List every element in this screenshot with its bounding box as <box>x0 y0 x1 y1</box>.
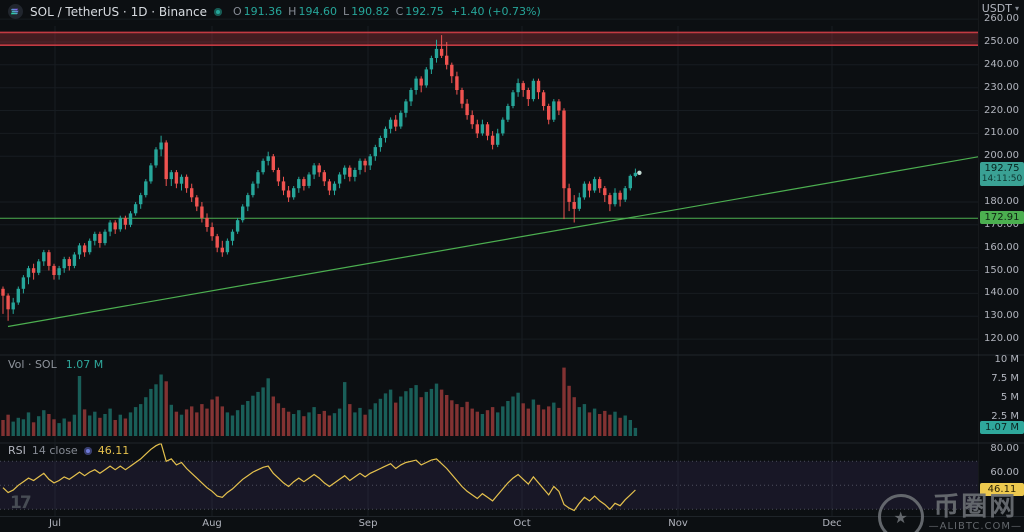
rsi-badge: 46.11 <box>980 482 1024 496</box>
price-tick-label: 180.00 <box>984 195 1019 207</box>
price-badge: 192.75 14:11:50 <box>980 161 1024 186</box>
rsi-tick-label: 80.00 <box>990 443 1019 455</box>
rsi-params: 14 close <box>31 444 78 457</box>
price-tick-label: 140.00 <box>984 287 1019 299</box>
price-tick-label: 150.00 <box>984 264 1019 276</box>
ohlc-close-label: C <box>395 5 404 18</box>
price-tick-label: 230.00 <box>984 81 1019 93</box>
ohlc-low-label: L <box>342 5 350 18</box>
rsi-label[interactable]: RSI <box>8 444 26 457</box>
time-tick-label: Jul <box>48 518 62 529</box>
price-tick-label: 240.00 <box>984 58 1019 70</box>
ohlc-low-value: 190.82 <box>351 5 390 18</box>
watermark: ★ 币圈网 —ALIBTC.COM— <box>877 490 1022 532</box>
volume-value: 1.07 M <box>65 358 104 371</box>
ohlc-close-value: 192.75 <box>405 5 444 18</box>
rsi-value: 46.11 <box>97 444 130 457</box>
time-tick-label: Sep <box>358 518 378 529</box>
time-tick-label: Oct <box>513 518 531 529</box>
volume-legend[interactable]: Vol · SOL 1.07 M <box>8 358 103 371</box>
price-tick-label: 160.00 <box>984 241 1019 253</box>
ohlc-open-label: O <box>233 5 242 18</box>
time-tick-label: Aug <box>202 518 222 529</box>
watermark-site-text: —ALIBTC.COM— <box>928 521 1022 532</box>
chevron-down-icon: ▾ <box>1014 4 1019 13</box>
rsi-legend[interactable]: RSI 14 close 46.11 <box>8 444 129 457</box>
volume-tick-label: 10 M <box>994 354 1019 365</box>
ohlc-high-label: H <box>288 5 297 18</box>
symbol-title[interactable]: SOL / TetherUS · 1D · Binance <box>30 4 207 19</box>
volume-tick-label: 7.5 M <box>991 373 1019 384</box>
rsi-status-icon[interactable] <box>83 446 92 455</box>
volume-tick-label: 5 M <box>1000 392 1019 403</box>
price-change: +1.40 (+0.73%) <box>450 5 541 18</box>
ohlc-values: O 191.36 H 194.60 L 190.82 C 192.75 <box>233 5 444 18</box>
price-axis[interactable]: 192.75 14:11:50 172.91 1.07 M 46.11 260.… <box>978 0 1024 517</box>
price-tick-label: 220.00 <box>984 104 1019 116</box>
price-tick-label: 170.00 <box>984 218 1019 230</box>
time-tick-label: Dec <box>822 518 842 529</box>
price-badge-countdown: 14:11:50 <box>981 174 1023 185</box>
ohlc-open-value: 191.36 <box>243 5 283 18</box>
watermark-cn-text: 币圈网 <box>933 492 1018 522</box>
market-status-icon[interactable] <box>214 7 222 16</box>
volume-badge: 1.07 M <box>980 420 1024 434</box>
price-tick-label: 130.00 <box>984 310 1019 322</box>
time-tick-label: Nov <box>668 518 688 529</box>
volume-label[interactable]: Vol · SOL <box>8 358 57 371</box>
currency-button[interactable]: USDT ▾ <box>982 2 1019 15</box>
price-tick-label: 210.00 <box>984 127 1019 139</box>
watermark-logo-icon: ★ <box>877 494 924 532</box>
ohlc-high-value: 194.60 <box>298 5 337 18</box>
price-tick-label: 250.00 <box>984 35 1019 47</box>
level-badge: 172.91 <box>980 211 1024 225</box>
star-icon: ★ <box>893 507 908 527</box>
price-tick-label: 260.00 <box>984 13 1019 25</box>
time-axis[interactable]: Jul Aug Sep Oct Nov Dec <box>0 516 1024 532</box>
tradingview-logo[interactable]: 17 <box>10 493 32 513</box>
rsi-tick-label: 60.00 <box>990 467 1019 479</box>
volume-tick-label: 2.5 M <box>991 411 1019 422</box>
symbol-logo-icon <box>8 4 23 19</box>
price-tick-label: 120.00 <box>984 333 1019 345</box>
price-badge-value: 192.75 <box>984 162 1020 174</box>
currency-label: USDT <box>981 2 1012 15</box>
price-tick-label: 200.00 <box>984 150 1019 162</box>
symbol-legend[interactable]: SOL / TetherUS · 1D · Binance O 191.36 H… <box>8 4 541 19</box>
